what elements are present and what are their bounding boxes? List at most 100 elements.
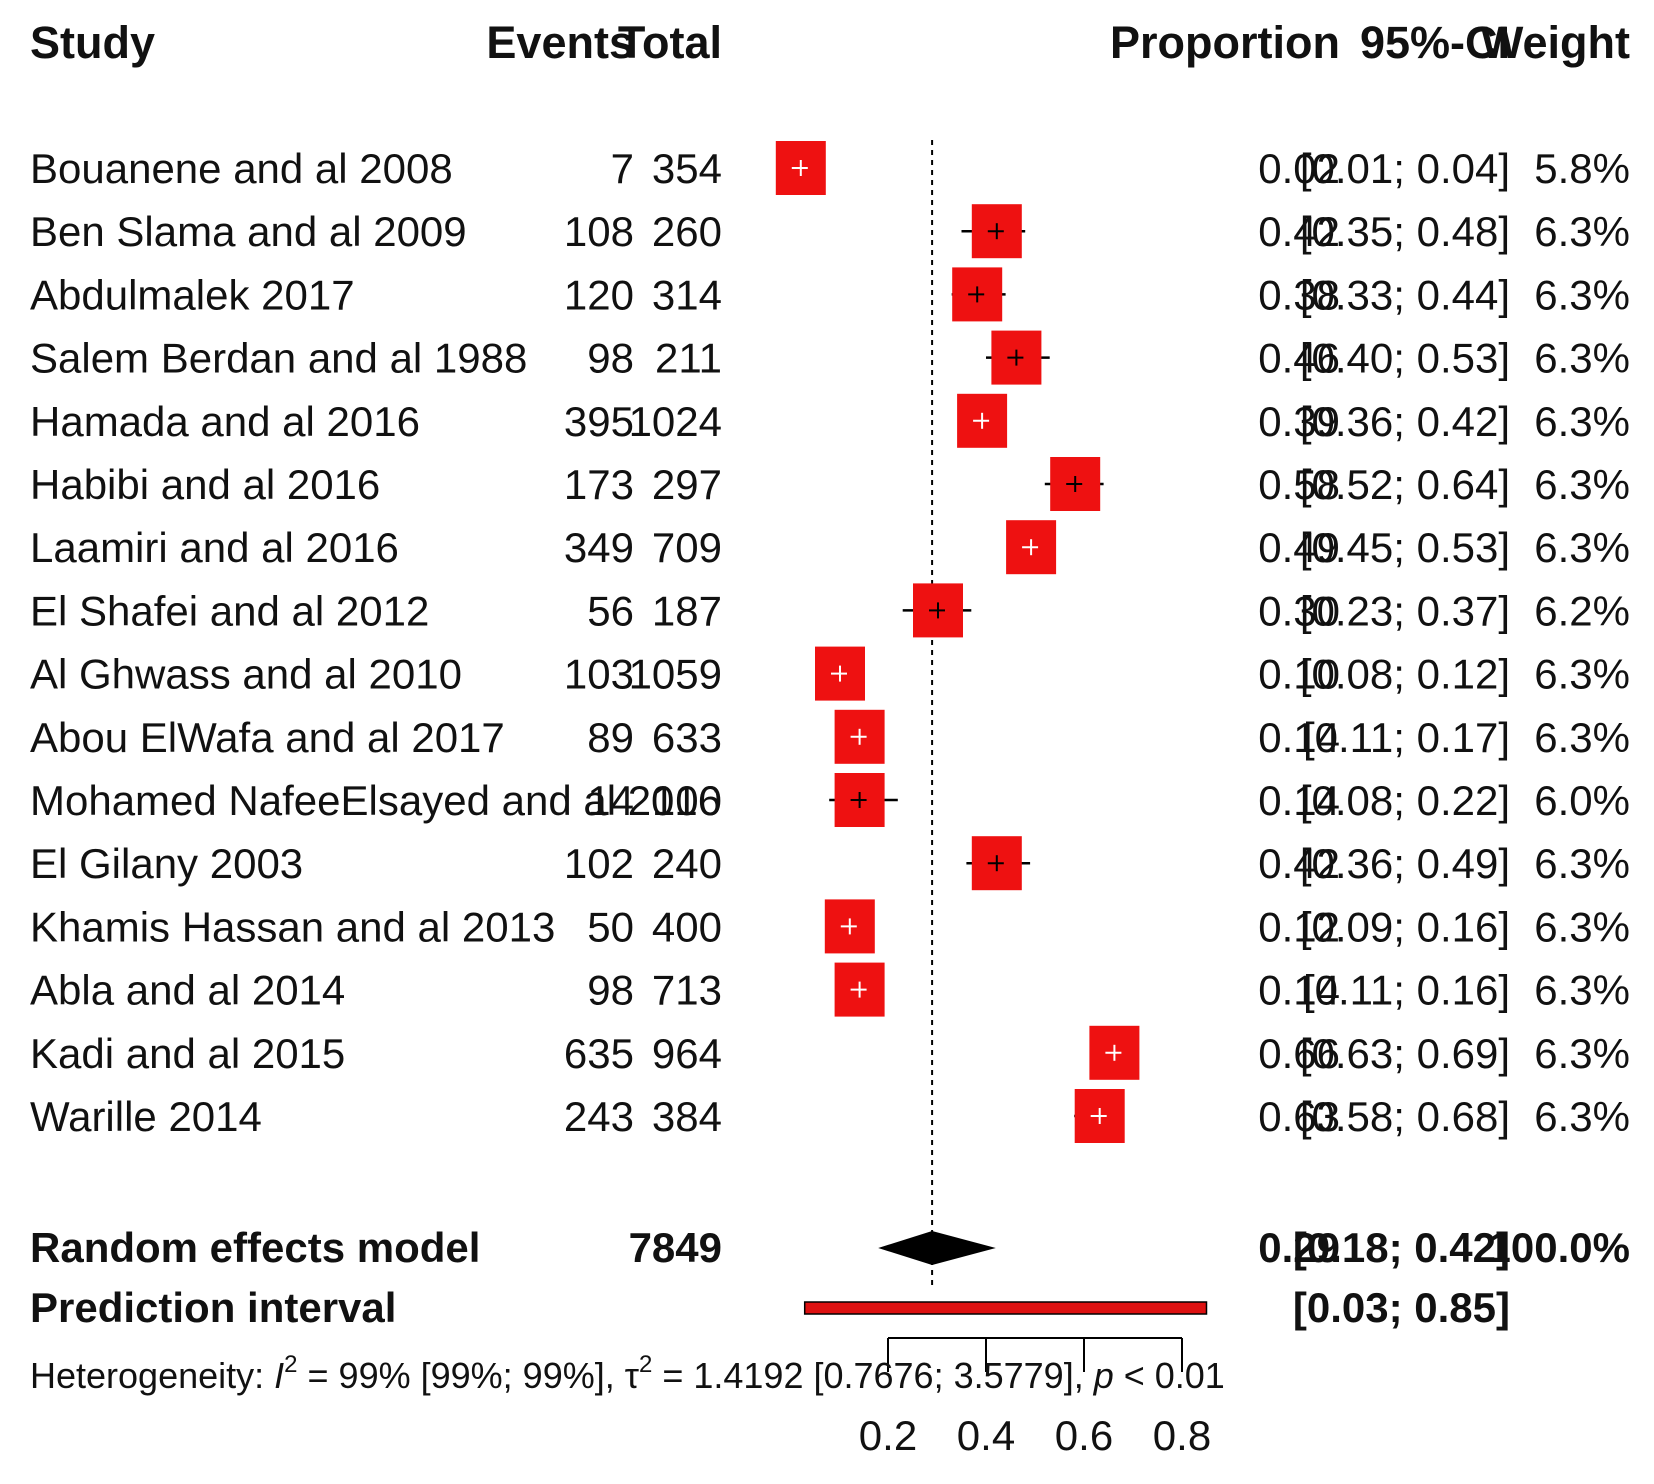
study-proportion: 0.14: [1258, 714, 1340, 761]
study-ci: [0.09; 0.16]: [1300, 903, 1510, 950]
study-weight: 6.3%: [1534, 1030, 1630, 1077]
study-proportion: 0.38: [1258, 271, 1340, 318]
study-ci: [0.11; 0.16]: [1303, 967, 1510, 1014]
header-ci: 95%-CI: [1360, 17, 1510, 68]
study-ci: [0.36; 0.42]: [1300, 398, 1510, 445]
header-study: Study: [30, 17, 155, 68]
p-symbol: p: [1093, 1355, 1114, 1396]
study-events: 89: [587, 714, 634, 761]
study-weight: 6.3%: [1534, 208, 1630, 255]
study-name: Salem Berdan and al 1988: [30, 335, 527, 382]
study-rows: Bouanene and al 2008 7 354 0.02[0.01; 0.04]…: [30, 141, 1630, 1143]
study-proportion: 0.58: [1258, 461, 1340, 508]
study-name: Abou ElWafa and al 2017: [30, 714, 505, 761]
summary-total: 7849: [629, 1224, 722, 1271]
study-weight: 6.3%: [1534, 271, 1630, 318]
i2-superscript: 2: [284, 1351, 297, 1378]
study-events: 7: [611, 145, 634, 192]
study-weight: 6.3%: [1534, 524, 1630, 571]
i2-symbol: I: [274, 1355, 284, 1396]
study-proportion: 0.14: [1258, 967, 1340, 1014]
study-name: Warille 2014: [30, 1093, 262, 1140]
header-total: Total: [618, 17, 722, 68]
study-row: Kadi and al 2015 635 964 0.66[0.63; 0.69] 6.…: [30, 1025, 1630, 1080]
study-weight: 6.3%: [1534, 1093, 1630, 1140]
study-name: Laamiri and al 2016: [30, 524, 399, 571]
study-events: 243: [564, 1093, 634, 1140]
heterogeneity-prefix: Heterogeneity:: [30, 1355, 274, 1396]
x-tick-label: 0.4: [957, 1412, 1015, 1459]
header-weight: Weight: [1481, 17, 1630, 68]
study-name: Kadi and al 2015: [30, 1030, 345, 1077]
study-name: Mohamed NafeeElsayed and al 2016: [30, 777, 721, 824]
study-proportion: 0.10: [1258, 651, 1340, 698]
heterogeneity-text: Heterogeneity: I2 = 99% [99%; 99%], τ2 =…: [30, 1351, 1225, 1396]
summary-proportion: 0.29: [1258, 1224, 1340, 1271]
tau-superscript: 2: [639, 1351, 652, 1378]
study-events: 56: [587, 587, 634, 634]
i2-value: = 99% [99%; 99%],: [298, 1355, 625, 1396]
study-weight: 6.3%: [1534, 398, 1630, 445]
study-events: 173: [564, 461, 634, 508]
study-proportion: 0.66: [1258, 1030, 1340, 1077]
header-row: Study Events Total Proportion 95%-CI Wei…: [30, 17, 1630, 68]
study-weight: 6.3%: [1534, 714, 1630, 761]
study-weight: 6.3%: [1534, 461, 1630, 508]
study-ci: [0.23; 0.37]: [1300, 587, 1510, 634]
study-weight: 6.2%: [1534, 587, 1630, 634]
study-proportion: 0.12: [1258, 903, 1340, 950]
study-weight: 6.3%: [1534, 840, 1630, 887]
study-ci: [0.08; 0.12]: [1300, 651, 1510, 698]
summary-ci: [0.18; 0.42]: [1293, 1224, 1510, 1271]
study-ci: [0.58; 0.68]: [1300, 1093, 1510, 1140]
study-proportion: 0.46: [1258, 335, 1340, 382]
study-row: Warille 2014 243 384 0.63[0.58; 0.68] 6.3%: [30, 1089, 1630, 1143]
study-proportion: 0.30: [1258, 587, 1340, 634]
x-tick-label: 0.2: [859, 1412, 917, 1459]
study-total: 633: [652, 714, 722, 761]
study-row: Abdulmalek 2017 120 314 0.38[0.33; 0.44] 6.3…: [30, 267, 1630, 322]
tau-symbol: τ: [625, 1355, 639, 1396]
study-total: 384: [652, 1093, 722, 1140]
study-total: 297: [652, 461, 722, 508]
tau-value: = 1.4192 [0.7676; 3.5779],: [652, 1355, 1093, 1396]
study-proportion: 0.42: [1258, 208, 1340, 255]
study-proportion: 0.63: [1258, 1093, 1340, 1140]
study-name: Al Ghwass and al 2010: [30, 651, 462, 698]
study-row: Ben Slama and al 2009 108 260 0.42[0.35; 0.…: [30, 204, 1630, 259]
study-row: Khamis Hassan and al 2013 50 400 0.12[0.09;…: [30, 899, 1630, 954]
study-name: Khamis Hassan and al 2013: [30, 903, 555, 950]
study-row: Bouanene and al 2008 7 354 0.02[0.01; 0.04]…: [30, 141, 1630, 195]
study-total: 713: [652, 967, 722, 1014]
study-events: 635: [564, 1030, 634, 1077]
study-name: El Gilany 2003: [30, 840, 303, 887]
study-weight: 6.3%: [1534, 967, 1630, 1014]
study-total: 314: [652, 271, 722, 318]
study-total: 211: [655, 335, 722, 382]
study-total: 1059: [629, 651, 722, 698]
study-name: El Shafei and al 2012: [30, 587, 429, 634]
study-ci: [0.40; 0.53]: [1300, 335, 1510, 382]
study-proportion: 0.02: [1258, 145, 1340, 192]
prediction-ci: [0.03; 0.85]: [1293, 1284, 1510, 1331]
study-events: 50: [587, 903, 634, 950]
study-events: 14: [587, 777, 634, 824]
study-total: 709: [652, 524, 722, 571]
study-name: Ben Slama and al 2009: [30, 208, 467, 255]
study-ci: [0.63; 0.69]: [1300, 1030, 1510, 1077]
study-events: 98: [587, 967, 634, 1014]
study-proportion: 0.49: [1258, 524, 1340, 571]
x-tick-label: 0.6: [1055, 1412, 1113, 1459]
study-events: 395: [564, 398, 634, 445]
prediction-label: Prediction interval: [30, 1284, 396, 1331]
study-row: El Gilany 2003 102 240 0.42[0.36; 0.49] 6.3%: [30, 836, 1630, 891]
study-total: 1024: [629, 398, 722, 445]
study-proportion: 0.14: [1258, 777, 1340, 824]
p-value: < 0.01: [1114, 1355, 1225, 1396]
study-row: Laamiri and al 2016 349 709 0.49[0.45; 0.53…: [30, 520, 1630, 575]
study-total: 400: [652, 903, 722, 950]
study-name: Abla and al 2014: [30, 967, 345, 1014]
study-weight: 6.3%: [1534, 903, 1630, 950]
study-ci: [0.35; 0.48]: [1300, 208, 1510, 255]
